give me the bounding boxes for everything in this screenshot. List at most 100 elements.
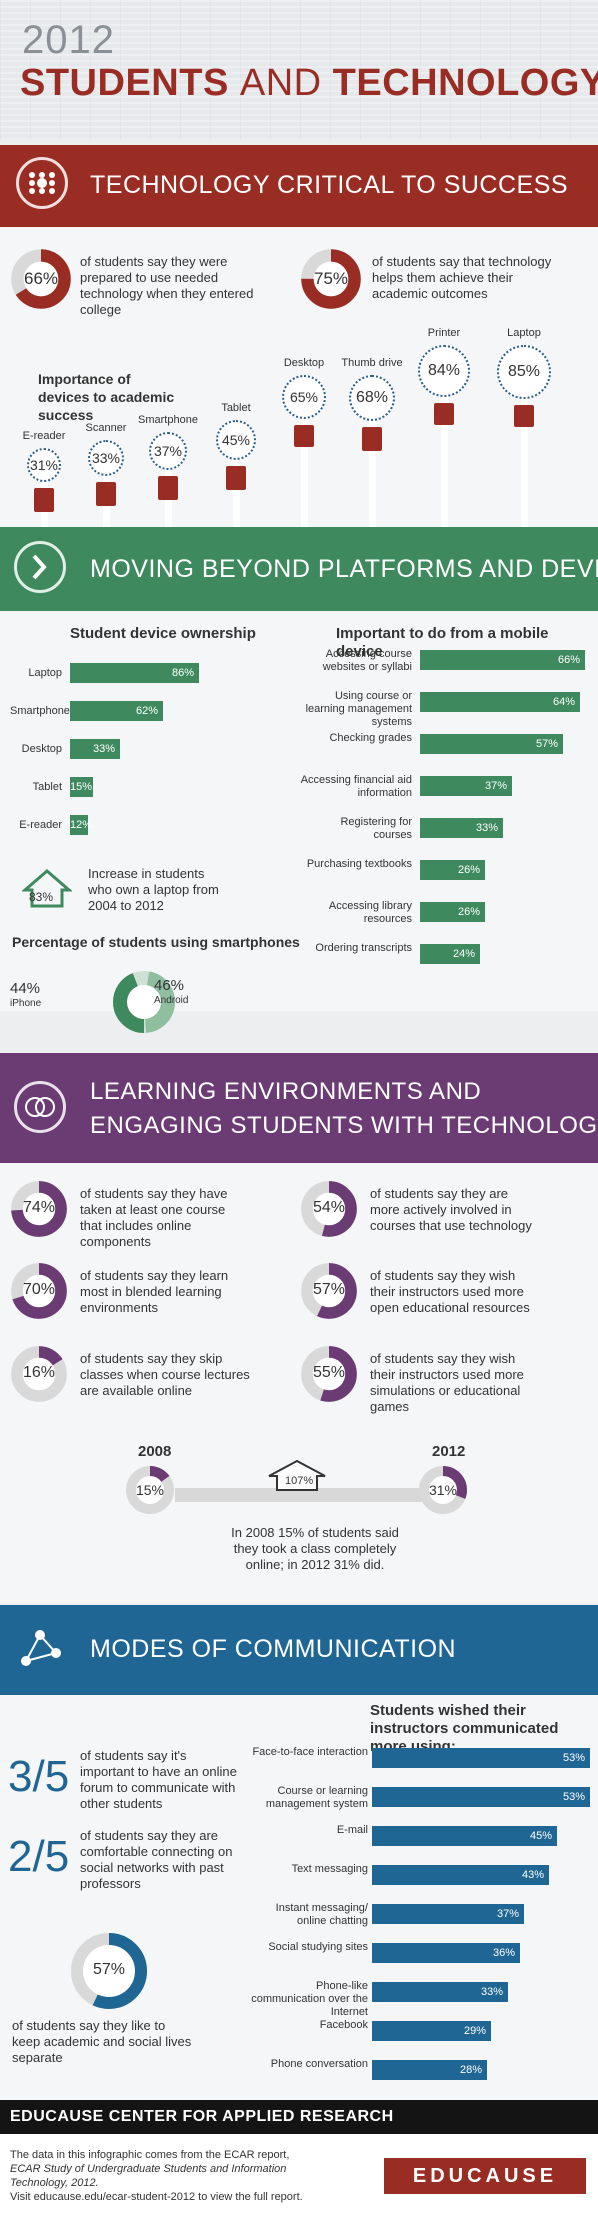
donut-57: 57% (68, 1930, 150, 2012)
mobile-bar-0: 66% (420, 650, 585, 670)
android-pct: 46% (154, 977, 185, 994)
section-banner-3: LEARNING ENVIRONMENTS AND ENGAGING STUDE… (0, 1053, 598, 1163)
comm-label-5: Social studying sites (268, 1941, 368, 1953)
online-text: In 2008 15% of students said they took a… (231, 1525, 399, 1572)
year-2008: 2008 (138, 1443, 172, 1460)
ownership-label-2: Desktop (21, 743, 62, 755)
comm-bar-8: 28% (372, 2060, 487, 2080)
device-pole (369, 421, 376, 527)
s1-donut-1-label: 75% (313, 268, 349, 288)
device-name-4: Desktop (283, 357, 325, 369)
device-name-7: Laptop (507, 327, 541, 339)
educause-logo: EDUCAUSE (384, 2158, 586, 2194)
device-pct-3: 45% (216, 420, 256, 460)
section-banner-1: TECHNOLOGY CRITICAL TO SUCCESS (0, 145, 598, 227)
device-name-0: E-reader (22, 430, 66, 442)
devices-title: Importance of devices to academic succes… (38, 371, 175, 423)
s3-donut-3: 57% (300, 1262, 358, 1320)
device-pct-2: 37% (149, 432, 187, 470)
mobile-bar-7: 24% (420, 944, 480, 964)
timeline-bar (175, 1488, 440, 1502)
device-pct-4: 65% (282, 375, 326, 419)
iphone-label: iPhone (10, 998, 42, 1009)
ownership-label-0: Laptop (28, 667, 62, 679)
ownership-label-3: Tablet (32, 781, 62, 793)
arrow-cycle-icon (14, 541, 66, 593)
device-name-5: Thumb drive (341, 357, 403, 369)
section-banner-4: MODES OF COMMUNICATION (0, 1605, 598, 1695)
device-pole (233, 460, 240, 527)
comm-bar-6: 33% (372, 1982, 508, 2002)
device-pole (521, 399, 528, 527)
printer-icon (434, 403, 454, 425)
ereader-icon (34, 488, 54, 512)
comm-label-3: Text messaging (291, 1863, 368, 1875)
comm-bar-2: 45% (372, 1826, 557, 1846)
s3-stat-text-0: of students say they have taken at least… (80, 1186, 228, 1249)
device-name-1: Scanner (85, 422, 127, 434)
overlap-circles-icon (14, 1081, 66, 1133)
ownership-title: Student device ownership (70, 625, 256, 642)
mobile-label-1: Using course or learning management syst… (305, 690, 412, 728)
mobile-label-5: Purchasing textbooks (306, 858, 412, 870)
comm-bar-0: 53% (372, 1748, 590, 1768)
footer-line-3: Visit educause.edu/ecar-student-2012 to … (10, 2191, 303, 2203)
mobile-label-4: Registering for courses (340, 816, 412, 841)
comm-label-0: Face-to-face interaction (252, 1746, 368, 1758)
s1-stat-text-1: of students say that technology helps th… (372, 254, 552, 301)
s3-donut-5: 55% (300, 1345, 358, 1403)
footer-title: EDUCAUSE CENTER FOR APPLIED RESEARCH (10, 2108, 394, 2125)
section-title-1: TECHNOLOGY CRITICAL TO SUCCESS (90, 171, 569, 199)
device-name-2: Smartphone (138, 414, 198, 426)
page-title: STUDENTS AND TECHNOLOGY (20, 62, 598, 105)
s1-donut-0: 66% (10, 248, 72, 310)
s3-donut-1-label: 54% (312, 1199, 346, 1217)
s3-donut-1: 54% (300, 1180, 358, 1238)
s1-stat-text-0: of students say they were prepared to us… (80, 254, 254, 317)
footer-title-bar: EDUCAUSE CENTER FOR APPLIED RESEARCH (0, 2100, 598, 2134)
mobile-bar-2: 57% (420, 734, 563, 754)
s3-donut-3-label: 57% (312, 1281, 346, 1299)
donut-57-label: 57% (92, 1961, 126, 1978)
house-arrow-icon (20, 868, 74, 910)
growth-pct: 107% (285, 1475, 314, 1487)
fraction-3-5: 3/5 (8, 1752, 70, 1801)
fraction-2-5-text: of students say they are comfortable con… (80, 1828, 233, 1891)
network-icon (14, 1623, 66, 1675)
tablet-icon (226, 466, 246, 490)
ownership-label-4: E-reader (19, 819, 62, 831)
android-label: Android (154, 995, 189, 1006)
ownership-bar-4: 12% (70, 815, 92, 835)
footer-line-1: The data in this infographic comes from … (10, 2149, 290, 2161)
header-year: 2012 (22, 18, 115, 62)
ownership-bar-2: 33% (70, 739, 120, 759)
comm-bar-3: 43% (372, 1865, 549, 1885)
mobile-label-0: Accessing course websites or syllabi (322, 648, 412, 673)
section-3-body (0, 1163, 598, 1603)
comm-label-2: E-mail (336, 1824, 368, 1836)
section-title-2: MOVING BEYOND PLATFORMS AND DEVICES (90, 555, 598, 583)
s3-stat-text-4: of students say they skip classes when c… (80, 1351, 250, 1398)
scanner-icon (96, 482, 116, 506)
ownership-bar-0: 86% (70, 663, 199, 683)
house-growth-icon (265, 1458, 329, 1492)
title-word-students: STUDENTS (20, 62, 229, 104)
device-pole (301, 419, 308, 527)
footer-line-2: ECAR Study of Undergraduate Students and… (10, 2163, 287, 2189)
s3-stat-text-2: of students say they learn most in blend… (80, 1268, 229, 1315)
comm-bar-7: 29% (372, 2021, 491, 2041)
mobile-bar-3: 37% (420, 776, 512, 796)
mobile-bar-4: 33% (420, 818, 503, 838)
s3-donut-5-label: 55% (312, 1364, 346, 1382)
device-pct-7: 85% (497, 345, 551, 399)
device-name-6: Printer (427, 327, 461, 339)
ownership-bar-3: 15% (70, 777, 93, 797)
fraction-3-5-text: of students say it's important to have a… (80, 1748, 237, 1811)
online-donut-2008-label: 15% (135, 1481, 165, 1498)
section-title-4: MODES OF COMMUNICATION (90, 1635, 457, 1663)
mobile-label-2: Checking grades (329, 732, 412, 744)
comm-title: Students wished their instructors commun… (370, 1702, 559, 1755)
s3-donut-0: 74% (10, 1180, 68, 1238)
title-word-and: AND (239, 62, 322, 104)
comm-label-4: Instant messaging/ online chatting (275, 1902, 368, 1927)
